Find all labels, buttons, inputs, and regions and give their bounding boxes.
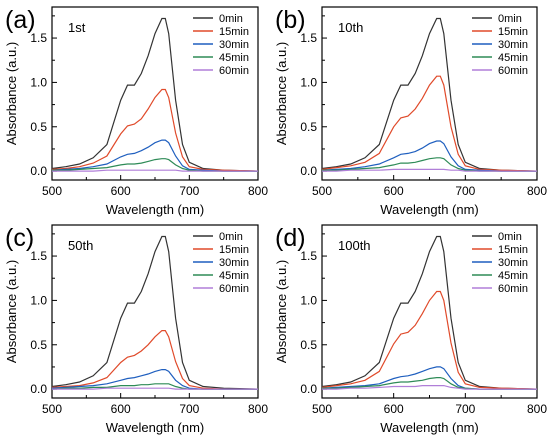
x-tick-label: 700 [455,402,475,416]
panel-label: (d) [275,224,306,252]
legend-label: 0min [498,231,522,243]
legend-label: 30min [219,39,249,51]
y-tick-label: 0.5 [300,120,317,134]
x-tick-label: 800 [527,402,547,416]
series-line-60min [322,168,537,172]
x-tick-label: 500 [42,184,62,198]
y-tick-label: 0.5 [30,120,47,134]
y-tick-label: 0.0 [300,164,317,178]
legend-label: 15min [498,26,528,38]
legend-label: 15min [498,244,528,256]
y-tick-label: 1.0 [300,293,317,307]
series-line-60min [322,385,537,390]
legend-label: 45min [219,52,249,64]
legend-label: 0min [219,231,243,243]
x-tick-label: 600 [384,184,404,198]
legend-label: 45min [498,52,528,64]
x-tick-label: 600 [111,402,131,416]
series-line-45min [322,157,537,172]
legend-label: 15min [219,26,249,38]
series-line-0min [51,235,259,390]
series-line-15min [51,88,259,172]
x-axis-title: Wavelength (nm) [106,202,205,217]
series-line-30min [51,139,258,172]
x-tick-label: 600 [384,402,404,416]
series-line-0min [321,17,538,172]
y-tick-label: 0.0 [30,164,47,178]
x-tick-label: 500 [312,184,332,198]
chart-panel: 500 600 700 800 0.0 0.5 1.0 1.5 Wavelength (nm) A… [274,6,547,217]
x-tick-label: 700 [179,402,199,416]
x-tick-label: 800 [527,184,547,198]
series-line-15min [321,290,538,390]
legend-label: 45min [498,270,528,282]
x-axis-title: Wavelength (nm) [106,420,205,435]
panel-label: (a) [5,6,36,34]
series-line-15min [321,75,538,172]
x-axis-title: Wavelength (nm) [380,202,479,217]
x-tick-label: 800 [248,402,268,416]
legend-label: 60min [498,65,528,77]
panel-label: (c) [5,224,34,252]
legend-label: 30min [219,257,249,269]
y-tick-label: 0.5 [30,338,47,352]
y-axis-title: Absorbance (a.u.) [274,42,289,145]
x-tick-label: 700 [179,184,199,198]
y-tick-label: 0.0 [30,382,47,396]
series-line-45min [322,377,537,390]
legend-label: 30min [498,257,528,269]
y-tick-label: 1.0 [30,75,47,89]
series-line-60min [52,169,258,172]
series-line-15min [51,330,258,390]
x-axis-title: Wavelength (nm) [380,420,479,435]
cycle-label: 10th [338,20,363,35]
chart-panel: 500 600 700 800 0.0 0.5 1.0 1.5 Wavelength (nm) A… [4,224,268,435]
series-line-0min [51,17,259,172]
legend-label: 30min [498,39,528,51]
series-line-0min [321,235,538,390]
legend-label: 60min [219,65,249,77]
x-tick-label: 700 [455,184,475,198]
legend-label: 60min [219,283,249,295]
y-axis-title: Absorbance (a.u.) [274,260,289,363]
cycle-label: 1st [68,20,86,35]
series-line-30min [321,140,537,172]
y-tick-label: 1.5 [300,31,317,45]
y-tick-label: 1.0 [300,75,317,89]
y-tick-label: 1.0 [30,293,47,307]
x-tick-label: 500 [312,402,332,416]
chart-panel: 500 600 700 800 0.0 0.5 1.0 1.5 Wavelength (nm) A… [4,6,268,217]
y-tick-label: 1.5 [30,31,47,45]
y-tick-label: 0.5 [300,338,317,352]
series-line-60min [52,387,258,390]
cycle-label: 100th [338,238,371,253]
series-line-45min [52,158,258,172]
x-tick-label: 600 [111,184,131,198]
legend-label: 0min [498,13,522,25]
legend-label: 60min [498,283,528,295]
legend-label: 15min [219,244,249,256]
y-tick-label: 0.0 [300,382,317,396]
legend-label: 45min [219,270,249,282]
x-tick-label: 800 [248,184,268,198]
legend-label: 0min [219,13,243,25]
y-tick-label: 1.5 [300,249,317,263]
y-axis-title: Absorbance (a.u.) [4,42,19,145]
y-axis-title: Absorbance (a.u.) [4,260,19,363]
x-tick-label: 500 [42,402,62,416]
y-tick-label: 1.5 [30,249,47,263]
panel-label: (b) [275,6,306,34]
chart-panel: 500 600 700 800 0.0 0.5 1.0 1.5 Wavelength (nm) A… [274,224,547,435]
cycle-label: 50th [68,238,93,253]
series-line-30min [51,369,258,390]
